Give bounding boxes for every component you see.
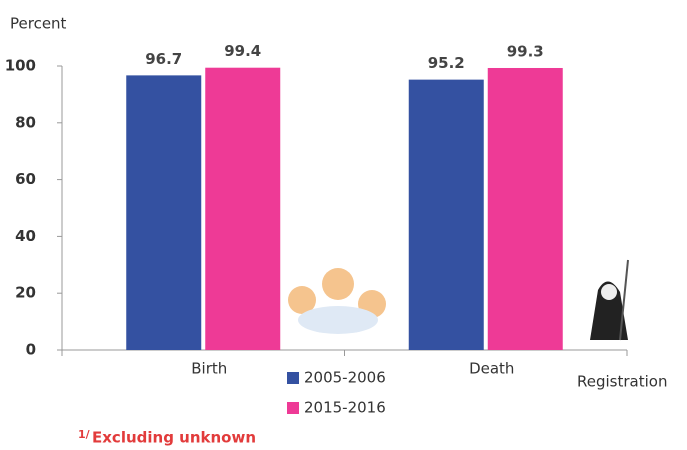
footnote: Excluding unknown bbox=[92, 429, 256, 447]
bar bbox=[408, 79, 484, 350]
legend-swatch bbox=[287, 372, 299, 384]
y-tick-label: 20 bbox=[15, 284, 36, 302]
value-label: 99.4 bbox=[224, 42, 261, 60]
y-tick-label: 100 bbox=[5, 57, 36, 75]
bar bbox=[126, 75, 202, 350]
value-label: 99.3 bbox=[507, 42, 544, 60]
y-tick-label: 0 bbox=[26, 341, 36, 359]
x-tick-label: Death bbox=[469, 360, 514, 378]
y-tick-label: 60 bbox=[15, 170, 36, 188]
value-label: 96.7 bbox=[145, 50, 182, 68]
y-axis-label: Percent bbox=[10, 15, 67, 33]
legend-swatch bbox=[287, 402, 299, 414]
reaper-illustration bbox=[590, 259, 629, 341]
value-label: 95.2 bbox=[428, 54, 465, 72]
bar bbox=[205, 67, 281, 350]
legend-label: 2015-2016 bbox=[304, 399, 386, 417]
babies-illustration bbox=[288, 268, 386, 334]
y-tick-label: 80 bbox=[15, 113, 36, 131]
x-tick-label: Birth bbox=[191, 360, 227, 378]
legend-label: 2005-2006 bbox=[304, 369, 386, 387]
bar bbox=[487, 67, 563, 350]
x-axis-label: Registration bbox=[577, 373, 667, 391]
footnote-marker: 1/ bbox=[78, 428, 91, 441]
y-tick-label: 40 bbox=[15, 227, 36, 245]
